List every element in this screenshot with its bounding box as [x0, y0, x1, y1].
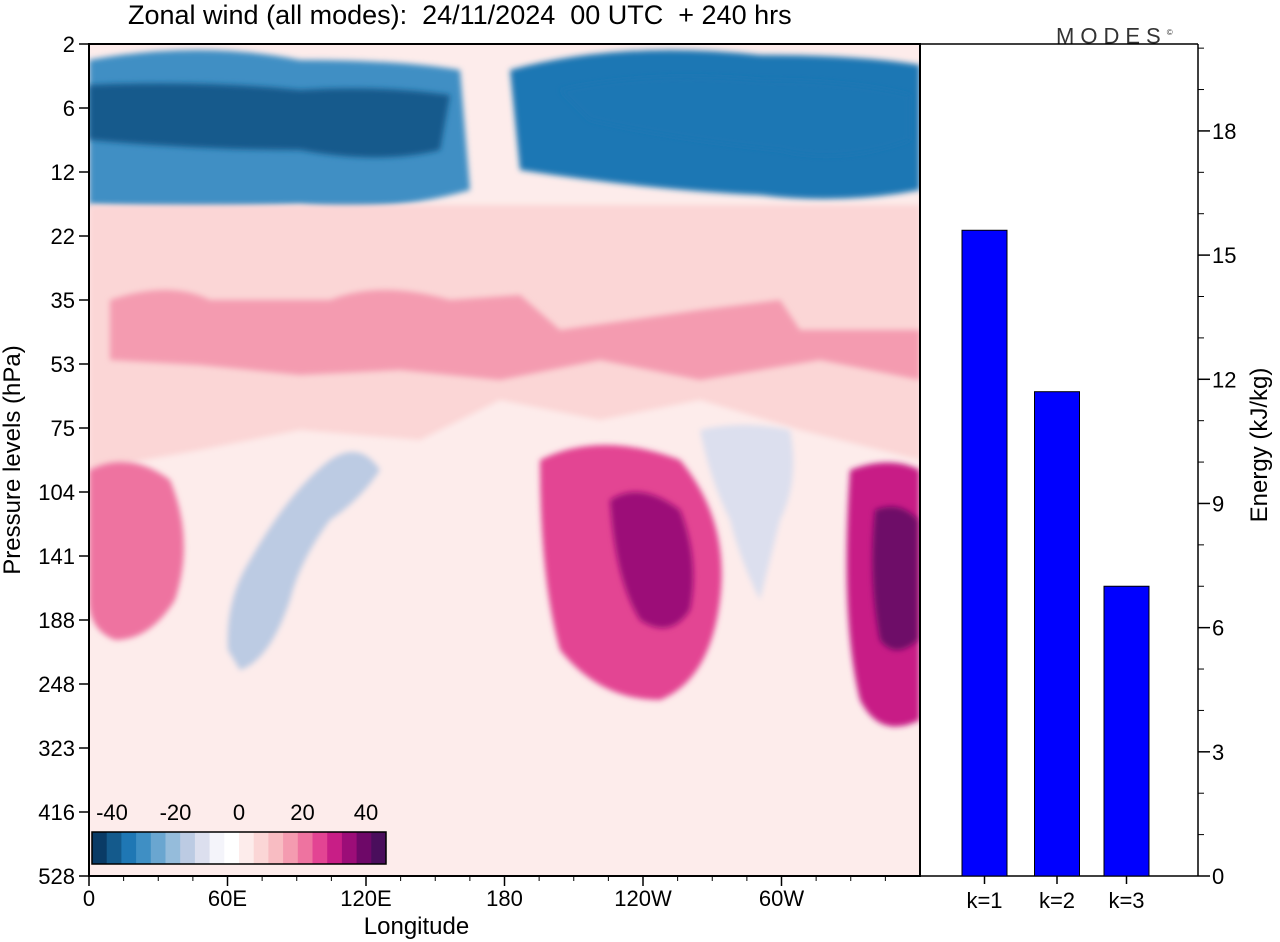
- y-tick-label: 528: [38, 864, 75, 889]
- y-tick-label: 12: [51, 160, 75, 185]
- energy-bar: [961, 229, 1008, 877]
- colorbar-tick-label: 20: [290, 800, 314, 825]
- wind-region-jet-greenwich: [89, 462, 184, 640]
- y-tick-label: 416: [38, 800, 75, 825]
- colorbar-swatch: [209, 832, 225, 864]
- bar-category-label: k=3: [1108, 888, 1144, 913]
- colorbar-swatch: [136, 832, 152, 864]
- wind-region-trough-60w: [700, 425, 794, 600]
- y-tick-label: 35: [51, 288, 75, 313]
- heatmap: [89, 44, 920, 876]
- colorbar-swatch: [180, 832, 196, 864]
- energy-tick-label: 12: [1212, 367, 1236, 392]
- x-tick-label: 120E: [340, 886, 391, 911]
- colorbar-swatch: [121, 832, 137, 864]
- colorbar-swatch: [283, 832, 299, 864]
- chart-title: Zonal wind (all modes): 24/11/2024 00 UT…: [128, 0, 792, 30]
- colorbar-swatch: [106, 832, 122, 864]
- colorbar-swatch: [341, 832, 358, 864]
- y-tick-label: 75: [51, 416, 75, 441]
- colorbar-swatch: [297, 832, 313, 864]
- energy-tick-label: 15: [1212, 243, 1236, 268]
- energy-tick-label: 3: [1212, 740, 1224, 765]
- colorbar-swatch: [165, 832, 181, 864]
- energy-bar: [1034, 391, 1080, 877]
- x-tick-label: 60W: [759, 886, 804, 911]
- wind-region-jet-pacific-core: [610, 492, 694, 628]
- energy-tick-label: 18: [1212, 119, 1236, 144]
- colorbar-border: [91, 831, 387, 865]
- wind-region-trough-60e: [227, 452, 380, 670]
- brand-mark: ©: [1166, 28, 1173, 37]
- y-tick-label: 141: [38, 544, 75, 569]
- colorbar-tick-label: 40: [354, 800, 378, 825]
- colorbar-swatch: [371, 832, 387, 864]
- colorbar-swatch: [253, 832, 269, 864]
- colorbar-swatch: [92, 832, 108, 864]
- wind-region-upper-core-1: [89, 83, 450, 158]
- colorbar-swatch: [327, 832, 343, 864]
- y-tick-label: 53: [51, 352, 75, 377]
- x-tick-label: 60E: [208, 886, 247, 911]
- energy-tick-label: 0: [1212, 864, 1224, 889]
- energy-tick-label: 9: [1212, 491, 1224, 516]
- x-axis-label: Longitude: [364, 913, 469, 940]
- wind-region-band-westerly-patch: [110, 290, 920, 380]
- y-tick-label: 104: [38, 480, 75, 505]
- colorbar-swatch: [224, 832, 240, 864]
- energy-axis-label: Energy (kJ/kg): [1246, 368, 1273, 523]
- energy-bar: [1103, 585, 1150, 877]
- y-tick-label: 323: [38, 736, 75, 761]
- bar-category-label: k=2: [1039, 888, 1075, 913]
- colorbar-tick-label: -20: [160, 800, 192, 825]
- colorbar: -40 -20 0 20 40: [91, 800, 387, 865]
- x-tick-label: 180: [486, 886, 523, 911]
- energy-bar-chart: 0 3 6 9 12 15 18 k=1 k=2 k=3 Energy (kJ/kg): [920, 43, 1273, 913]
- wind-region-upper-core-2: [560, 76, 910, 156]
- bar-category-label: k=1: [966, 888, 1002, 913]
- colorbar-tick-label: -40: [96, 800, 128, 825]
- x-tick-label: 0: [83, 886, 95, 911]
- colorbar-swatch: [312, 832, 328, 864]
- x-tick-label: 120W: [614, 886, 672, 911]
- y-tick-label: 6: [63, 96, 75, 121]
- colorbar-swatch: [194, 832, 211, 864]
- energy-tick-label: 6: [1212, 616, 1224, 641]
- y-tick-label: 22: [51, 224, 75, 249]
- y-tick-label: 248: [38, 672, 75, 697]
- colorbar-swatch: [268, 832, 284, 864]
- wind-region-jet-atlantic-core: [872, 506, 918, 650]
- y-tick-label: 188: [38, 608, 75, 633]
- y-axis-label: Pressure levels (hPa): [0, 345, 26, 574]
- colorbar-swatch: [239, 832, 255, 864]
- heatmap-axes: 2 6 12 22 35 53 75 104 141 188 248 323 416 528 0 60E 120…: [0, 32, 886, 940]
- y-tick-label: 2: [63, 32, 75, 57]
- colorbar-swatch: [356, 832, 372, 864]
- colorbar-swatch: [150, 832, 166, 864]
- colorbar-tick-label: 0: [233, 800, 245, 825]
